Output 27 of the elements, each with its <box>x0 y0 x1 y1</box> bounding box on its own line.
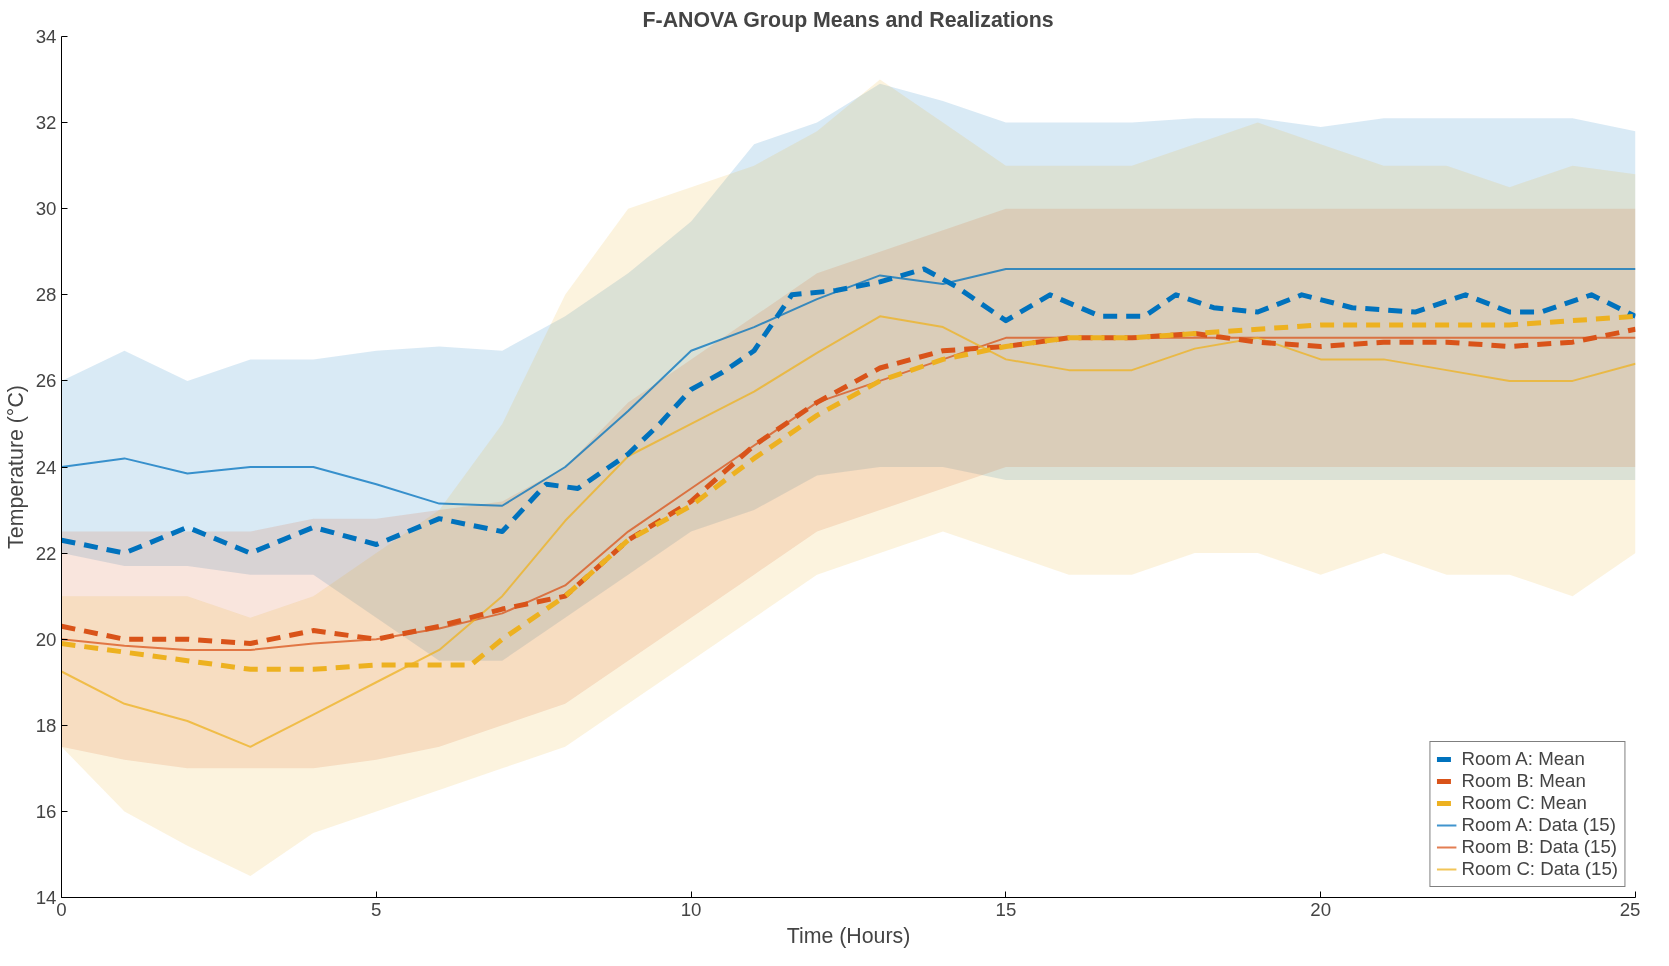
legend-label: Room A: Mean <box>1461 748 1585 770</box>
legend-label: Room C: Mean <box>1461 792 1587 814</box>
y-tick-label: 30 <box>35 198 57 220</box>
y-tick-label: 34 <box>35 26 57 47</box>
x-tick-label: 15 <box>995 898 1017 920</box>
y-axis-title: Temperature (°C) <box>3 385 28 549</box>
y-tick-label: 18 <box>35 714 57 736</box>
line-series <box>61 315 1636 748</box>
y-tick-label: 20 <box>35 628 57 650</box>
y-tick-label: 14 <box>35 887 57 908</box>
x-tick-label: 0 <box>56 898 67 920</box>
x-axis-title: Time (Hours) <box>786 923 911 948</box>
x-tick-label: 20 <box>1310 898 1332 920</box>
y-tick-label: 24 <box>35 456 57 478</box>
legend-label: Room B: Mean <box>1461 770 1586 792</box>
y-tick-label: 22 <box>35 542 57 564</box>
y-tick-label: 16 <box>35 800 57 822</box>
x-tick-label: 25 <box>1619 898 1641 920</box>
x-tick-label: 5 <box>371 898 382 920</box>
y-tick-label: 26 <box>35 370 57 392</box>
chart-title: F-ANOVA Group Means and Realizations <box>642 7 1054 32</box>
y-tick-label: 32 <box>35 112 57 134</box>
y-tick-label: 28 <box>35 284 57 306</box>
legend-label: Room A: Data (15) <box>1461 814 1616 836</box>
legend-label: Room B: Data (15) <box>1461 836 1617 858</box>
x-tick-label: 10 <box>680 898 702 920</box>
legend-label: Room C: Data (15) <box>1461 858 1618 880</box>
